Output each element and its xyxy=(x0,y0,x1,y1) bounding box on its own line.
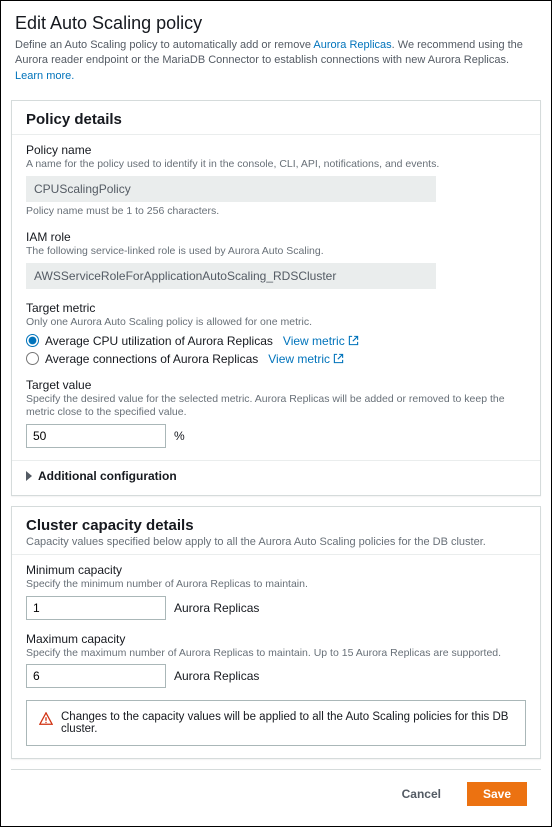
iam-role-label: IAM role xyxy=(26,230,526,244)
cluster-capacity-title: Cluster capacity details xyxy=(26,517,526,534)
max-capacity-input[interactable] xyxy=(26,664,166,688)
save-button[interactable]: Save xyxy=(467,782,527,806)
metric-option-connections[interactable]: Average connections of Aurora Replicas V… xyxy=(26,352,526,366)
metric-radio-cpu[interactable] xyxy=(26,334,39,347)
min-capacity-unit: Aurora Replicas xyxy=(174,601,259,615)
min-capacity-help: Specify the minimum number of Aurora Rep… xyxy=(26,578,526,592)
target-value-unit: % xyxy=(174,429,185,443)
cluster-capacity-panel: Cluster capacity details Capacity values… xyxy=(11,506,541,759)
additional-config-toggle[interactable]: Additional configuration xyxy=(26,469,526,483)
iam-role-help: The following service-linked role is use… xyxy=(26,245,526,259)
view-metric-conn-link[interactable]: View metric xyxy=(268,352,344,366)
learn-more-link[interactable]: Learn more. xyxy=(15,70,74,82)
view-metric-cpu-link[interactable]: View metric xyxy=(283,334,359,348)
policy-name-input[interactable] xyxy=(26,176,436,202)
policy-details-title: Policy details xyxy=(26,111,526,128)
target-value-input[interactable] xyxy=(26,424,166,448)
max-capacity-label: Maximum capacity xyxy=(26,632,526,646)
target-metric-label: Target metric xyxy=(26,301,526,315)
footer-actions: Cancel Save xyxy=(11,769,541,818)
page-description: Define an Auto Scaling policy to automat… xyxy=(15,38,537,84)
external-link-icon xyxy=(333,353,344,364)
warning-text: Changes to the capacity values will be a… xyxy=(61,711,513,735)
policy-name-constraint: Policy name must be 1 to 256 characters. xyxy=(26,205,526,219)
policy-name-label: Policy name xyxy=(26,143,526,157)
iam-role-input[interactable] xyxy=(26,263,436,289)
caret-right-icon xyxy=(26,471,32,481)
target-value-label: Target value xyxy=(26,378,526,392)
max-capacity-help: Specify the maximum number of Aurora Rep… xyxy=(26,647,526,661)
policy-name-help: A name for the policy used to identify i… xyxy=(26,158,526,172)
cancel-button[interactable]: Cancel xyxy=(386,782,457,806)
capacity-warning-alert: Changes to the capacity values will be a… xyxy=(26,700,526,746)
warning-icon xyxy=(39,712,53,726)
aurora-replicas-link[interactable]: Aurora Replicas xyxy=(313,39,391,51)
page-title: Edit Auto Scaling policy xyxy=(15,13,537,34)
target-metric-help: Only one Aurora Auto Scaling policy is a… xyxy=(26,316,526,330)
external-link-icon xyxy=(348,335,359,346)
policy-details-panel: Policy details Policy name A name for th… xyxy=(11,100,541,496)
min-capacity-label: Minimum capacity xyxy=(26,563,526,577)
metric-option-cpu[interactable]: Average CPU utilization of Aurora Replic… xyxy=(26,334,526,348)
target-value-help: Specify the desired value for the select… xyxy=(26,393,526,420)
max-capacity-unit: Aurora Replicas xyxy=(174,669,259,683)
cluster-capacity-desc: Capacity values specified below apply to… xyxy=(26,536,526,548)
metric-radio-connections[interactable] xyxy=(26,352,39,365)
min-capacity-input[interactable] xyxy=(26,596,166,620)
